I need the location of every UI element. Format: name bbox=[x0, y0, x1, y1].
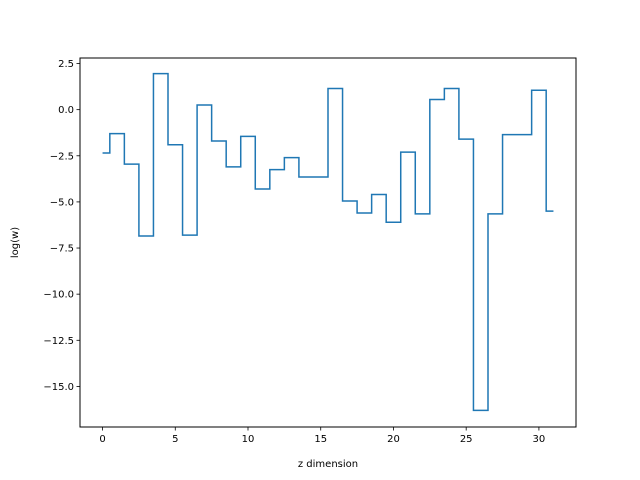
x-tick-label: 25 bbox=[460, 434, 473, 445]
x-tick-label: 20 bbox=[387, 434, 400, 445]
series-line-0 bbox=[102, 72, 554, 412]
x-tick-label: 30 bbox=[533, 434, 546, 445]
x-axis: 0 5 10 15 20 25 30 bbox=[99, 427, 545, 445]
y-tick-label: 2.5 bbox=[58, 59, 74, 70]
axes-frame bbox=[79, 57, 577, 428]
x-tick-label: 15 bbox=[314, 434, 327, 445]
x-axis-label: z dimension bbox=[298, 459, 358, 470]
x-tick-label: 5 bbox=[172, 434, 178, 445]
y-tick-label: −10.0 bbox=[43, 290, 74, 301]
plot-area bbox=[102, 72, 554, 412]
y-axis-label: log(w) bbox=[10, 227, 21, 258]
y-tick-label: 0.0 bbox=[58, 105, 74, 116]
x-tick-label: 10 bbox=[242, 434, 255, 445]
y-tick-label: −5.0 bbox=[50, 197, 74, 208]
y-tick-label: −15.0 bbox=[43, 382, 74, 393]
y-tick-label: −12.5 bbox=[43, 336, 74, 347]
y-tick-label: −2.5 bbox=[50, 151, 74, 162]
y-tick-label: −7.5 bbox=[50, 244, 74, 255]
y-axis: 2.5 0.0 −2.5 −5.0 −7.5 −10.0 −12.5 −15.0 bbox=[43, 59, 80, 393]
x-tick-label: 0 bbox=[99, 434, 105, 445]
